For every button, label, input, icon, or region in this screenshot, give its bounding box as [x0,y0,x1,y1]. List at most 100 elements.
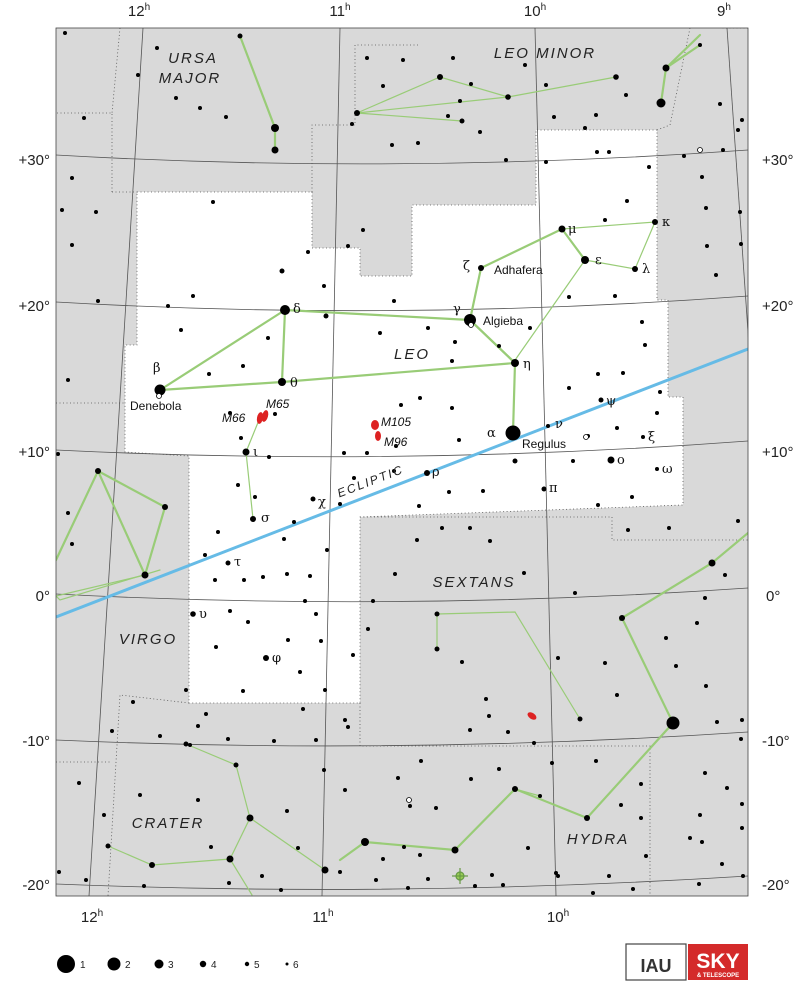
star [598,397,604,403]
star [63,31,67,35]
adhafera-label: Adhafera [494,263,543,277]
star [607,150,611,154]
galaxy-m96 [375,431,381,441]
star [434,611,440,617]
dec-line-minus10 [56,731,748,747]
star [697,882,701,886]
star [723,573,727,577]
constellation-boundaries [56,28,748,896]
sextans-label: SEXTANS [433,574,516,591]
star [647,165,651,169]
ra-top-9: 9h [717,2,731,20]
star [174,96,178,100]
leo-minor-label: LEO MINOR [494,45,596,62]
hydra-label: HYDRA [567,831,630,848]
legend-mag5-dot [244,961,250,967]
star [314,738,318,742]
rho-label: ρ [432,465,440,480]
star [497,344,501,348]
legend-mag5-label: 5 [254,960,260,971]
ra-line-11h [321,28,341,896]
star [183,741,189,747]
star [342,451,346,455]
star [196,724,200,728]
denebola-label: Denebola [130,399,182,413]
star [263,655,269,661]
legend-mag1-label: 1 [80,960,86,971]
star [567,295,571,299]
star [408,804,412,808]
star [271,146,279,154]
tau-label: τ [234,555,241,570]
star [481,489,485,493]
star [142,884,146,888]
legend-mag4-label: 4 [211,960,217,971]
delta-label: δ [293,302,301,317]
star [246,814,254,822]
stick-line-5 [468,227,587,322]
star [736,519,740,523]
legend-mag3-dot [154,959,164,969]
ra-labels-top: 12h 11h 10h 9h [128,2,731,20]
psi-label: ψ [606,394,616,409]
star [94,210,98,214]
star [544,160,548,164]
star [381,84,385,88]
star [66,511,70,515]
star [741,874,745,878]
star [82,116,86,120]
star [322,284,326,288]
star [571,459,575,463]
star [298,670,302,674]
star [658,390,662,394]
star [626,528,630,532]
star [468,526,472,530]
star [166,304,170,308]
star [512,458,518,464]
star [652,219,658,225]
thin-stick-line-9 [436,611,581,720]
beta-label: β [153,361,161,376]
star [226,855,234,863]
leo-label: LEO [394,346,430,363]
star [490,873,494,877]
star [272,739,276,743]
legend-mag6-dot [285,962,289,966]
star [198,106,202,110]
star [236,483,240,487]
star [285,572,289,576]
star [526,846,530,850]
dec-left-plus20: +20° [19,298,50,315]
sigma-label: σ [261,511,270,526]
star [700,175,704,179]
star [396,776,400,780]
omicron-label: ο [617,453,625,468]
star [595,150,599,154]
star [225,560,231,566]
star [237,33,243,39]
star [203,553,207,557]
star [361,838,369,846]
variable-star-marker [468,322,474,328]
star [301,707,305,711]
star [603,661,607,665]
star [214,645,218,649]
ra-top-12: 12h [128,2,150,20]
star [239,436,243,440]
thin-stick-line-4 [245,451,254,520]
thin-stick-line-1 [356,112,463,122]
star [613,294,617,298]
star [446,114,450,118]
star [619,803,623,807]
star [338,502,342,506]
star [241,689,245,693]
star [233,762,239,768]
star [310,496,316,502]
star [415,538,419,542]
star [267,455,271,459]
bayer-designations: α β γ δ ε ζ η θ ι κ λ μ ν ξ ο π ρ σ τ υ … [153,215,673,666]
regulus-label: Regulus [522,437,566,451]
star [583,126,587,130]
thin-stick-line-6 [561,221,656,270]
